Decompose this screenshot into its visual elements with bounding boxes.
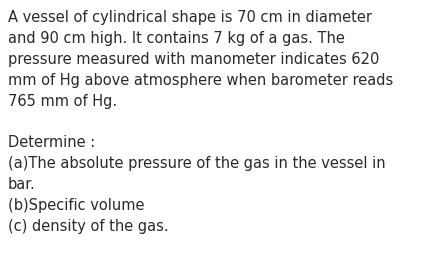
Text: and 90 cm high. It contains 7 kg of a gas. The: and 90 cm high. It contains 7 kg of a ga… [8, 31, 345, 46]
Text: (c) density of the gas.: (c) density of the gas. [8, 219, 169, 234]
Text: 765 mm of Hg.: 765 mm of Hg. [8, 94, 117, 109]
Text: pressure measured with manometer indicates 620: pressure measured with manometer indicat… [8, 52, 379, 67]
Text: bar.: bar. [8, 177, 36, 192]
Text: mm of Hg above atmosphere when barometer reads: mm of Hg above atmosphere when barometer… [8, 73, 393, 88]
Text: A vessel of cylindrical shape is 70 cm in diameter: A vessel of cylindrical shape is 70 cm i… [8, 10, 372, 25]
Text: Determine :: Determine : [8, 135, 95, 150]
Text: (b)Specific volume: (b)Specific volume [8, 198, 144, 213]
Text: (a)The absolute pressure of the gas in the vessel in: (a)The absolute pressure of the gas in t… [8, 156, 386, 171]
